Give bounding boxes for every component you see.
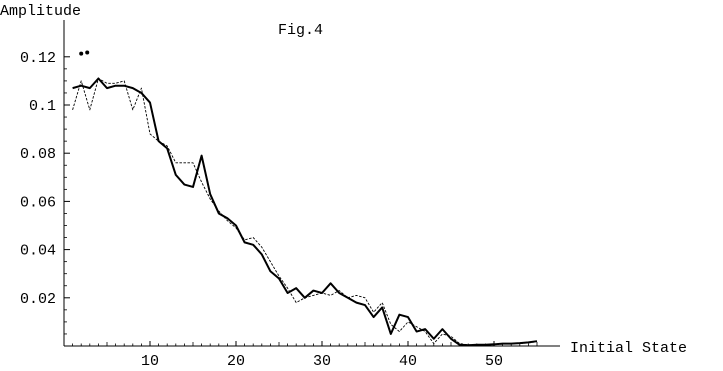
y-tick-label: 0.12 <box>20 50 56 67</box>
x-ticks: 10 20 30 40 50 <box>72 341 538 370</box>
series-layer <box>72 77 538 347</box>
data-point <box>85 50 90 55</box>
y-tick-label: 0.06 <box>20 194 56 211</box>
x-tick-label: 40 <box>399 353 417 370</box>
y-axis-label: Amplitude <box>0 3 81 20</box>
points-layer <box>79 50 90 56</box>
data-point <box>79 51 84 56</box>
y-tick-label: 0.1 <box>29 98 56 115</box>
x-tick-label: 30 <box>313 353 331 370</box>
y-tick-label: 0.04 <box>20 243 56 260</box>
series-line-solid <box>72 77 538 347</box>
x-tick-label: 20 <box>227 353 245 370</box>
y-ticks: 0.02 0.04 0.06 0.08 0.1 0.12 <box>20 50 70 335</box>
y-tick-label: 0.02 <box>20 291 56 308</box>
y-tick-label: 0.08 <box>20 146 56 163</box>
series-line-dashed <box>72 78 538 346</box>
x-tick-label: 50 <box>485 353 503 370</box>
chart-title: Fig.4 <box>278 22 323 39</box>
x-tick-label: 10 <box>141 353 159 370</box>
x-axis-label: Initial State <box>570 340 687 357</box>
